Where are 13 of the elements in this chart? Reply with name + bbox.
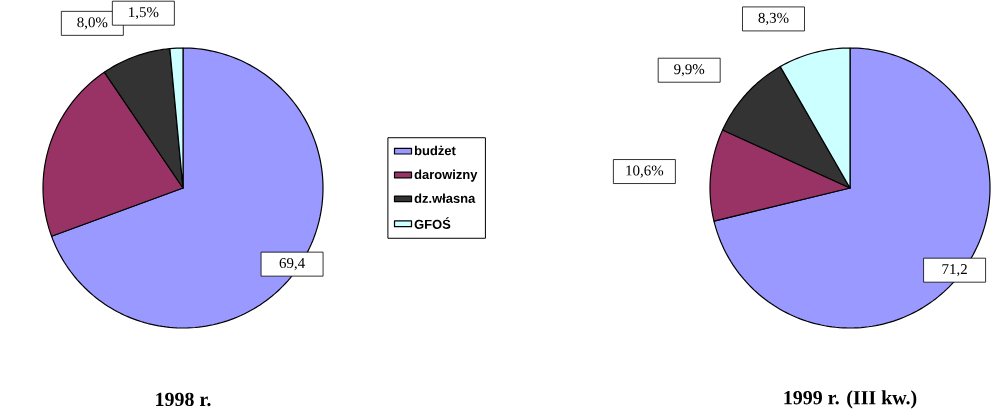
data-label: 1,5% <box>129 7 159 20</box>
data-label: 9,9% <box>674 64 705 77</box>
data-label: 10,6% <box>626 165 664 178</box>
data-label: 8,3% <box>758 12 789 26</box>
data-label: 69,4 <box>279 258 305 271</box>
data-label: 8,0% <box>77 17 108 30</box>
legend-label: dz.własna <box>414 193 476 203</box>
data-label: 71,2 <box>942 264 967 277</box>
legend-label: budżet <box>414 145 456 156</box>
text: 1998 r. <box>156 392 211 407</box>
legend-label: GFOŚ <box>414 217 451 229</box>
text: 1999 r. (III kw.) <box>784 390 917 409</box>
legend-label: darowizny <box>414 169 478 182</box>
